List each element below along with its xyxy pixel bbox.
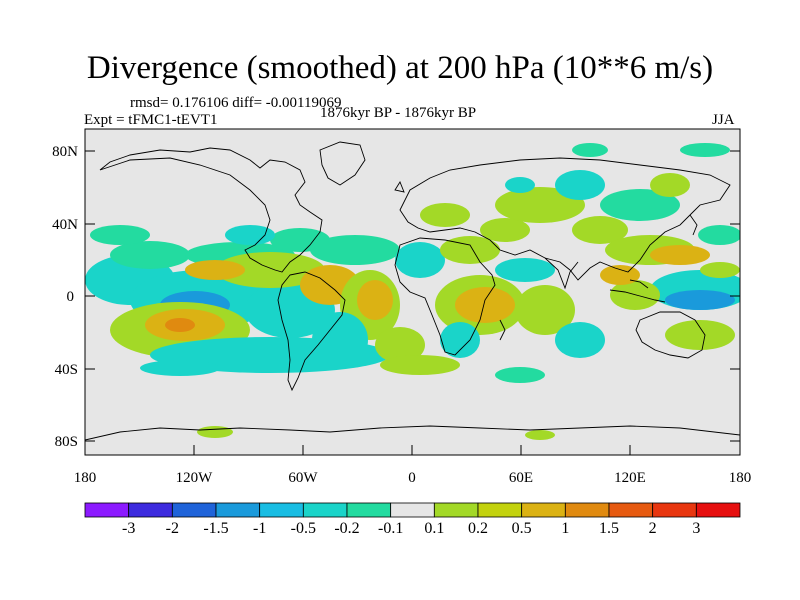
lon-label-0: 0 — [408, 470, 416, 486]
colorbar-label: 0.5 — [512, 520, 532, 537]
colorbar-swatch — [302, 502, 348, 518]
colorbar-label: 1.5 — [599, 520, 619, 537]
colorbar-label: 2 — [649, 520, 657, 537]
colorbar-label: -0.2 — [334, 520, 359, 537]
lon-label-60w: 60W — [288, 470, 318, 486]
coastlines — [85, 141, 740, 441]
colorbar-swatch — [695, 502, 741, 518]
season-label: JJA — [712, 112, 735, 128]
colorbar-label: 0.1 — [424, 520, 444, 537]
experiment-label: Expt = tFMC1-tEVT1 — [84, 112, 218, 128]
divergence-field — [85, 143, 740, 440]
colorbar-label: 3 — [692, 520, 700, 537]
colorbar-label: -1.5 — [203, 520, 228, 537]
colorbar-label: 0.2 — [468, 520, 488, 537]
stats-label: rmsd= 0.176106 diff= -0.00119069 — [130, 95, 342, 111]
colorbar-swatch — [608, 502, 654, 518]
lon-labels: 180 120W 60W 0 60E 120E 180 — [74, 470, 752, 486]
colorbar-label: -0.1 — [378, 520, 403, 537]
colorbar-swatch — [521, 502, 566, 518]
lat-label-80s: 80S — [55, 434, 78, 450]
lon-label-120e: 120E — [614, 470, 646, 486]
colorbar-swatch — [215, 502, 261, 518]
colorbar-swatch — [346, 502, 392, 518]
colorbar-swatch — [564, 502, 610, 518]
period-label: 1876kyr BP - 1876kyr BP — [320, 105, 477, 121]
colorbar-label: -0.5 — [291, 520, 316, 537]
lat-label-40n: 40N — [52, 217, 78, 233]
lat-labels: 80N 40N 0 40S 80S — [52, 144, 78, 450]
axis-ticks — [84, 150, 741, 455]
lat-label-80n: 80N — [52, 144, 78, 160]
colorbar-swatch — [84, 502, 130, 518]
colorbar-label: -1 — [253, 520, 266, 537]
lon-label-60e: 60E — [509, 470, 533, 486]
lon-label-120w: 120W — [176, 470, 214, 486]
colorbar-swatch — [128, 502, 173, 518]
colorbar-label: -2 — [166, 520, 179, 537]
plot-title: Divergence (smoothed) at 200 hPa (10**6 … — [86, 50, 714, 86]
colorbar-swatch — [390, 502, 435, 518]
colorbar — [84, 502, 741, 518]
colorbar-swatch — [259, 502, 304, 518]
colorbar-label: -3 — [122, 520, 135, 537]
colorbar-label: 1 — [561, 520, 569, 537]
lon-label-180e: 180 — [729, 470, 752, 486]
colorbar-swatch — [652, 502, 697, 518]
colorbar-swatch — [171, 502, 217, 518]
lat-label-0: 0 — [67, 289, 75, 305]
colorbar-labels: -3 -2 -1.5 -1 -0.5 -0.2 -0.1 0.1 0.2 0.5 1 1.5 2 3 — [122, 520, 700, 537]
colorbar-swatch — [433, 502, 479, 518]
lat-label-40s: 40S — [55, 362, 78, 378]
colorbar-swatch — [477, 502, 523, 518]
lon-label-180w: 180 — [74, 470, 97, 486]
